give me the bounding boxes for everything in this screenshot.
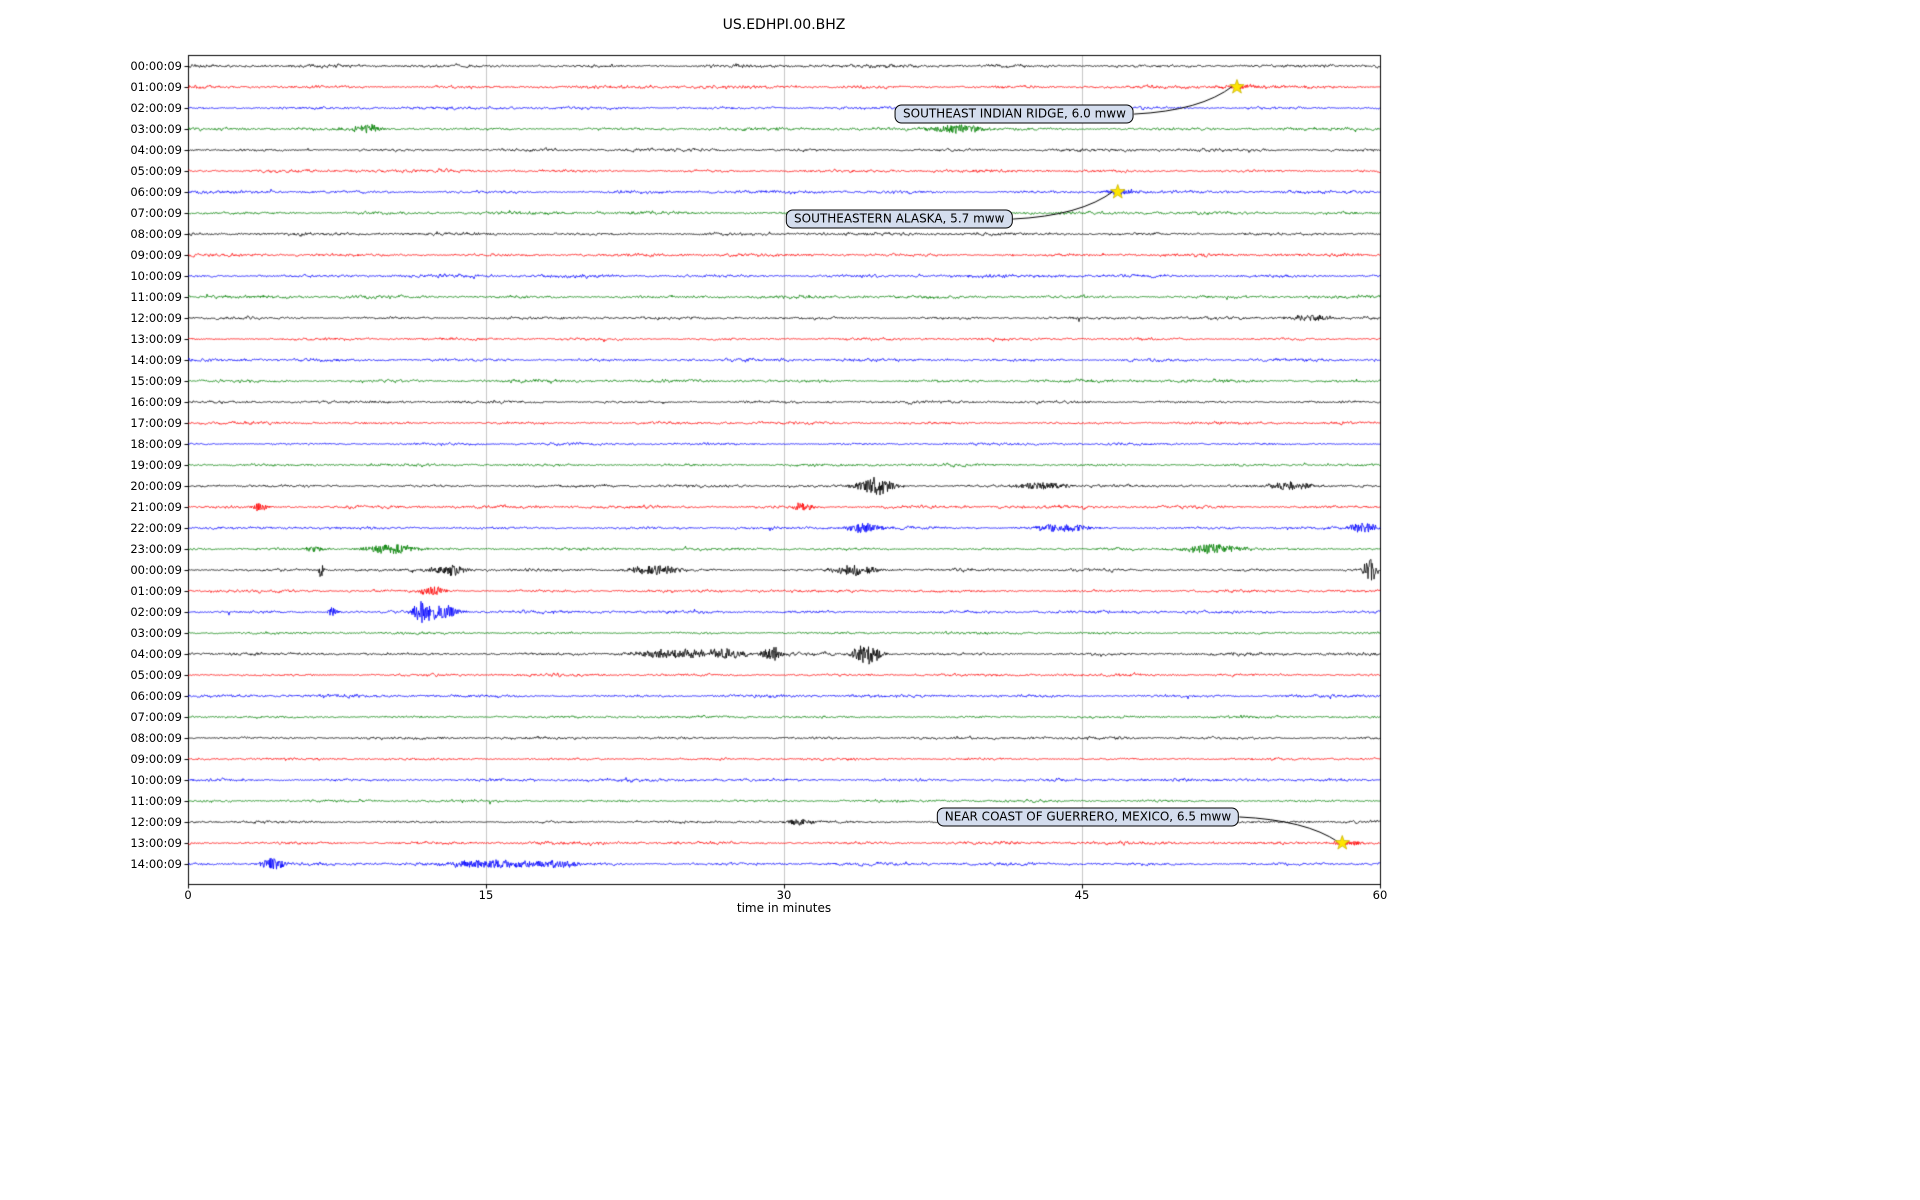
trace-time-label: 10:00:09	[130, 773, 182, 787]
trace-time-label: 12:00:09	[130, 311, 182, 325]
trace-time-label: 17:00:09	[130, 416, 182, 430]
trace-time-label: 23:00:09	[130, 542, 182, 556]
trace-time-label: 07:00:09	[130, 710, 182, 724]
x-tick-label: 15	[478, 888, 494, 902]
event-annotation: SOUTHEASTERN ALASKA, 5.7 mww	[786, 209, 1013, 229]
trace-time-label: 00:00:09	[130, 59, 182, 73]
trace-time-label: 01:00:09	[130, 80, 182, 94]
trace-time-label: 12:00:09	[130, 815, 182, 829]
x-tick-label: 45	[1074, 888, 1090, 902]
trace-time-label: 02:00:09	[130, 605, 182, 619]
trace-time-label: 14:00:09	[130, 353, 182, 367]
trace-time-label: 13:00:09	[130, 332, 182, 346]
trace-time-label: 16:00:09	[130, 395, 182, 409]
trace-time-label: 06:00:09	[130, 689, 182, 703]
trace-time-label: 21:00:09	[130, 500, 182, 514]
trace-time-label: 01:00:09	[130, 584, 182, 598]
trace-time-label: 04:00:09	[130, 143, 182, 157]
trace-time-label: 07:00:09	[130, 206, 182, 220]
trace-time-label: 09:00:09	[130, 752, 182, 766]
trace-time-label: 19:00:09	[130, 458, 182, 472]
x-tick-label: 60	[1372, 888, 1388, 902]
trace-time-label: 11:00:09	[130, 290, 182, 304]
x-tick-label: 0	[184, 888, 192, 902]
x-tick-label: 30	[776, 888, 792, 902]
event-annotation: SOUTHEAST INDIAN RIDGE, 6.0 mww	[895, 104, 1134, 124]
trace-time-label: 11:00:09	[130, 794, 182, 808]
trace-time-label: 18:00:09	[130, 437, 182, 451]
trace-time-label: 10:00:09	[130, 269, 182, 283]
x-axis-label: time in minutes	[736, 901, 832, 915]
event-annotation: NEAR COAST OF GUERRERO, MEXICO, 6.5 mww	[936, 807, 1240, 827]
trace-time-label: 02:00:09	[130, 101, 182, 115]
trace-time-label: 15:00:09	[130, 374, 182, 388]
trace-time-label: 03:00:09	[130, 626, 182, 640]
trace-time-label: 09:00:09	[130, 248, 182, 262]
trace-time-label: 05:00:09	[130, 164, 182, 178]
trace-time-label: 04:00:09	[130, 647, 182, 661]
trace-time-label: 08:00:09	[130, 227, 182, 241]
trace-time-label: 20:00:09	[130, 479, 182, 493]
trace-time-label: 05:00:09	[130, 668, 182, 682]
trace-time-label: 03:00:09	[130, 122, 182, 136]
trace-time-label: 22:00:09	[130, 521, 182, 535]
trace-time-label: 14:00:09	[130, 857, 182, 871]
trace-time-label: 08:00:09	[130, 731, 182, 745]
trace-time-label: 06:00:09	[130, 185, 182, 199]
trace-time-label: 00:00:09	[130, 563, 182, 577]
trace-time-label: 13:00:09	[130, 836, 182, 850]
